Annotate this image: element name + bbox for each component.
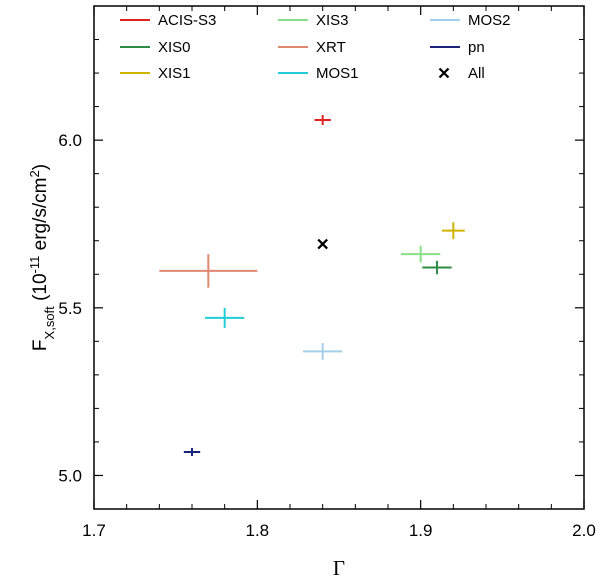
y-tick-label: 6.0 <box>58 131 82 150</box>
y-tick-labels: 5.0 5.5 6.0 <box>58 131 82 485</box>
x-tick-label: 1.7 <box>82 521 106 540</box>
legend-label-xrt: XRT <box>316 39 346 56</box>
point-all <box>317 238 328 250</box>
legend-label-all: All <box>468 65 485 82</box>
y-title-units-exp: 2 <box>27 170 42 177</box>
y-title-paren-close: ) <box>30 164 51 170</box>
y-axis-title: FX,soft (10-11 erg/s/cm2) <box>27 164 57 351</box>
y-tick-label: 5.0 <box>58 466 82 485</box>
legend-label-mos2: MOS2 <box>468 12 511 29</box>
legend-label-xis1: XIS1 <box>158 65 191 82</box>
legend-label-pn: pn <box>468 39 485 56</box>
y-title-paren-open: (10 <box>30 273 51 306</box>
y-title-units: erg/s/cm <box>30 178 51 256</box>
x-tick-labels: 1.7 1.8 1.9 2.0 <box>82 521 596 540</box>
legend-label-acis-s3: ACIS-S3 <box>158 12 216 29</box>
x-tick-label: 1.9 <box>409 521 433 540</box>
x-tick-label: 2.0 <box>572 521 596 540</box>
y-title-exp: -11 <box>27 256 42 274</box>
legend-label-mos1: MOS1 <box>316 65 359 82</box>
y-title-sub: X,soft <box>42 306 57 340</box>
legend-label-xis3: XIS3 <box>316 12 349 29</box>
legend-swatch-all <box>438 67 450 79</box>
y-tick-label: 5.5 <box>58 299 82 318</box>
y-title-base: F <box>30 339 51 351</box>
x-tick-label: 1.8 <box>246 521 270 540</box>
legend-label-xis0: XIS0 <box>158 39 191 56</box>
legend: ACIS-S3 XIS0 XIS1 XIS3 XRT MOS1 MOS2 pn All <box>120 12 511 82</box>
plot-frame <box>93 5 585 510</box>
axis-ticks <box>93 5 585 510</box>
x-axis-title: Γ <box>333 556 345 580</box>
data-marks <box>159 114 465 457</box>
